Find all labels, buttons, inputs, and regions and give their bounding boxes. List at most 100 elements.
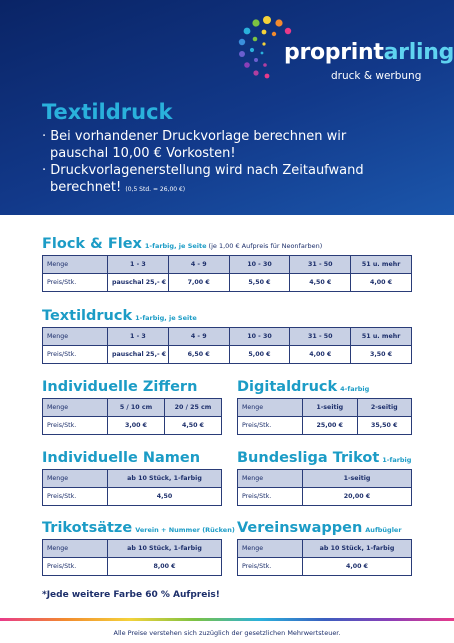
row-label: Menge bbox=[42, 255, 108, 274]
section-heading: Vereinswappen Aufbügler bbox=[237, 517, 412, 536]
section-subtitle: Verein + Nummer (Rücken) bbox=[135, 526, 235, 534]
price-section: Individuelle Ziffern Menge 5 / 10 cm 20 / 2… bbox=[42, 376, 222, 438]
price-row: Preis/Stk. 8,00 € bbox=[42, 557, 222, 576]
section-heading: Bundesliga Trikot 1-farbig bbox=[237, 447, 412, 466]
section-title: Trikotsätze bbox=[42, 520, 133, 536]
row-label: Menge bbox=[237, 469, 303, 488]
cell: 3,00 € bbox=[107, 416, 165, 435]
section-title: Flock & Flex bbox=[42, 236, 142, 252]
section-heading: Flock & Flex 1-farbig, je Seite (je 1,00 €… bbox=[42, 233, 412, 252]
section-subtitle: 1-farbig, je Seite bbox=[144, 242, 207, 250]
cell: 4 - 9 bbox=[167, 327, 230, 346]
section-heading: Individuelle Namen bbox=[42, 447, 222, 466]
price-row: Preis/Stk. pauschal 25,- €6,50 €5,00 €4,0… bbox=[42, 345, 412, 364]
tagline: druck & werbung bbox=[331, 70, 422, 82]
price-section: Flock & Flex 1-farbig, je Seite (je 1,00 €… bbox=[42, 233, 412, 295]
footer: Alle Preise verstehen sich zuzüglich der… bbox=[113, 629, 341, 637]
row-label: Menge bbox=[42, 539, 108, 558]
cell: 20 / 25 cm bbox=[164, 398, 222, 417]
price-row: Preis/Stk. 25,00 €35,50 € bbox=[237, 416, 412, 435]
cell: 31 - 50 bbox=[289, 327, 352, 346]
header-row: Menge 5 / 10 cm 20 / 25 cm bbox=[42, 398, 222, 417]
cell: 1-seitig bbox=[302, 398, 358, 417]
cell: 4,00 € bbox=[289, 345, 352, 364]
bullet: · Druckvorlagenerstellung wird nach Zeit… bbox=[42, 162, 390, 198]
rainbow-line bbox=[0, 618, 454, 621]
price-table: Menge 5 / 10 cm 20 / 25 cm Preis/Stk. 3,00 €… bbox=[42, 398, 222, 435]
header-row: Menge ab 10 Stück, 1-farbig bbox=[237, 539, 412, 558]
section-heading: Individuelle Ziffern bbox=[42, 376, 222, 395]
row-label: Preis/Stk. bbox=[42, 345, 108, 364]
cell: ab 10 Stück, 1-farbig bbox=[107, 539, 222, 558]
price-row: Preis/Stk. 4,50 bbox=[42, 487, 222, 506]
bullet-small: (0,5 Std. = 26,00 €) bbox=[125, 186, 186, 193]
price-table: Menge 1-seitig Preis/Stk. 20,00 € bbox=[237, 469, 412, 506]
section-subtitle: 1-farbig bbox=[382, 456, 412, 464]
section-subtitle: 1-farbig, je Seite bbox=[135, 314, 197, 322]
cell: 1 - 3 bbox=[107, 327, 169, 346]
section-title: Vereinswappen bbox=[237, 520, 363, 536]
cell: 2-seitig bbox=[356, 398, 412, 417]
section-title: Individuelle Ziffern bbox=[42, 379, 198, 395]
cell: 5,00 € bbox=[228, 345, 291, 364]
cell: 1 - 3 bbox=[107, 255, 169, 274]
bullet: · Bei vorhandener Druckvorlage berechnen… bbox=[42, 128, 390, 162]
price-section: Bundesliga Trikot 1-farbig Menge 1-seitig Pr… bbox=[237, 447, 412, 509]
cell: 4 - 9 bbox=[167, 255, 230, 274]
section-heading: Trikotsätze Verein + Nummer (Rücken) bbox=[42, 517, 235, 536]
cell: 5,50 € bbox=[228, 273, 291, 292]
logo-dots bbox=[238, 16, 292, 79]
section-subtitle: 4-farbig bbox=[340, 385, 370, 393]
cell: pauschal 25,- € bbox=[107, 273, 169, 292]
row-label: Preis/Stk. bbox=[42, 416, 108, 435]
section-title: Textildruck bbox=[42, 308, 133, 324]
price-row: Preis/Stk. pauschal 25,- €7,00 €5,50 €4,5… bbox=[42, 273, 412, 292]
row-label: Menge bbox=[237, 539, 303, 558]
cell: 3,50 € bbox=[350, 345, 412, 364]
cell: 4,00 € bbox=[302, 557, 412, 576]
brand-part: proprint bbox=[284, 40, 384, 65]
cell: 31 - 50 bbox=[289, 255, 352, 274]
row-label: Menge bbox=[42, 469, 108, 488]
cell: 35,50 € bbox=[356, 416, 412, 435]
row-label: Menge bbox=[42, 327, 108, 346]
header-row: Menge ab 10 Stück, 1-farbig bbox=[42, 469, 222, 488]
cell: 7,00 € bbox=[167, 273, 230, 292]
cell: 20,00 € bbox=[302, 487, 412, 506]
section-note: (je 1,00 € Aufpreis für Neonfarben) bbox=[208, 242, 323, 250]
cell: 1-seitig bbox=[302, 469, 412, 488]
price-section: Digitaldruck 4-farbig Menge 1-seitig 2-seiti… bbox=[237, 376, 412, 438]
section-title: Individuelle Namen bbox=[42, 450, 201, 466]
price-row: Preis/Stk. 3,00 €4,50 € bbox=[42, 416, 222, 435]
cell: 4,50 € bbox=[164, 416, 222, 435]
price-table: Menge ab 10 Stück, 1-farbig Preis/Stk. 4,50 bbox=[42, 469, 222, 506]
price-row: Preis/Stk. 4,00 € bbox=[237, 557, 412, 576]
section-heading: Textildruck 1-farbig, je Seite bbox=[42, 305, 412, 324]
brand-part: arling bbox=[383, 40, 454, 65]
brand: proprintarling bbox=[284, 40, 454, 65]
row-label: Preis/Stk. bbox=[42, 487, 108, 506]
price-section: Trikotsätze Verein + Nummer (Rücken) Menge… bbox=[42, 517, 235, 579]
section-title: Digitaldruck bbox=[237, 379, 338, 395]
cell: ab 10 Stück, 1-farbig bbox=[302, 539, 412, 558]
cell: 4,50 € bbox=[289, 273, 352, 292]
header-row: Menge 1-seitig 2-seitig bbox=[237, 398, 412, 417]
price-section: Individuelle Namen Menge ab 10 Stück, 1-fa… bbox=[42, 447, 222, 509]
cell: 4,50 bbox=[107, 487, 222, 506]
header-row: Menge ab 10 Stück, 1-farbig bbox=[42, 539, 222, 558]
bullet-text: · Bei vorhandener Druckvorlage berechnen… bbox=[42, 129, 347, 161]
document-title: Textildruck bbox=[42, 100, 173, 124]
row-label: Menge bbox=[237, 398, 303, 417]
header: proprintarling druck & werbung Textildru… bbox=[0, 0, 454, 215]
cell: 51 u. mehr bbox=[350, 327, 412, 346]
row-label: Preis/Stk. bbox=[237, 416, 303, 435]
price-table: Menge ab 10 Stück, 1-farbig Preis/Stk. 8,00… bbox=[42, 539, 222, 576]
cell: ab 10 Stück, 1-farbig bbox=[107, 469, 222, 488]
footnote: *Jede weitere Farbe 60 % Aufpreis! bbox=[42, 590, 220, 600]
